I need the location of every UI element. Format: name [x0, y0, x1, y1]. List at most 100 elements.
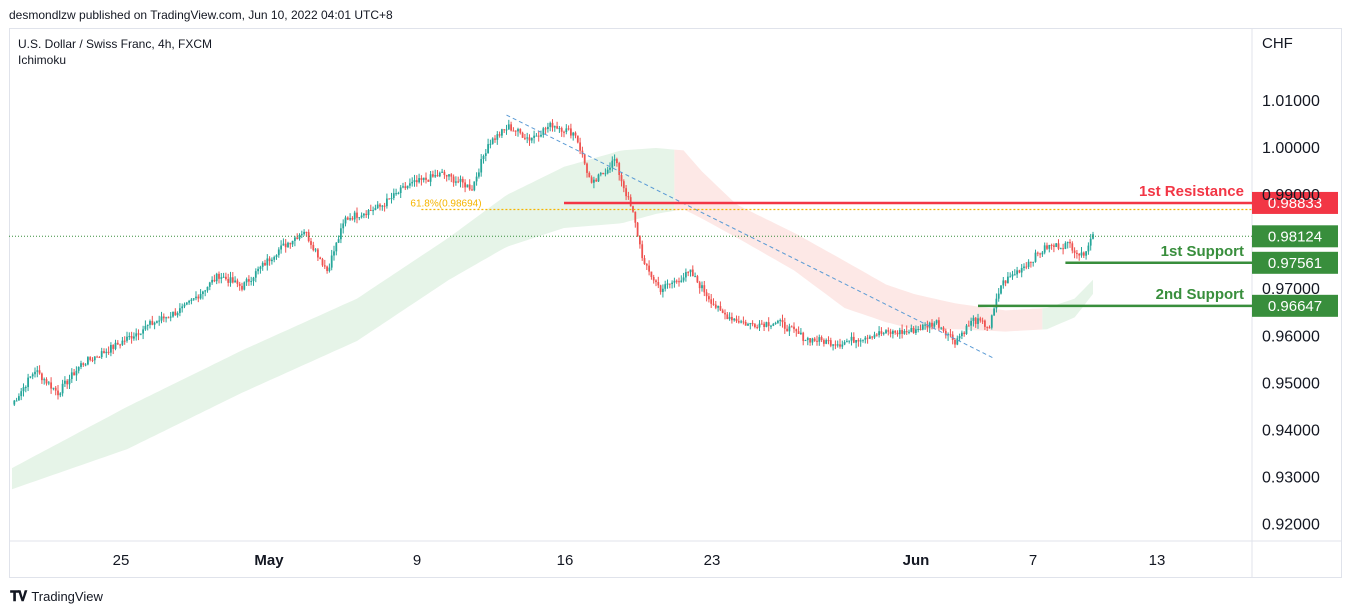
candle-body — [795, 329, 798, 332]
candle-body — [857, 340, 860, 342]
candle-body — [632, 206, 634, 212]
candle-body — [1073, 250, 1076, 253]
candle-body — [602, 173, 604, 175]
candle-body — [1020, 267, 1023, 273]
candle-body — [668, 283, 671, 285]
candle-body — [149, 321, 151, 325]
candle-body — [266, 258, 269, 266]
candle-body — [372, 210, 374, 212]
indicator-label[interactable]: Ichimoku — [18, 53, 67, 67]
candle-body — [517, 129, 519, 132]
candle-body — [165, 317, 167, 319]
candle-body — [652, 277, 655, 281]
candle-body — [701, 285, 703, 289]
candle-body — [880, 331, 883, 334]
candle-body — [544, 128, 547, 130]
chart-canvas[interactable]: 61.8%(0.98694) 1st Resistance 0.98833 1st S… — [9, 28, 1342, 578]
candle-body — [604, 173, 607, 175]
candle-body — [365, 213, 368, 216]
candle-body — [988, 327, 991, 329]
candle-body — [606, 169, 609, 174]
candle-body — [875, 334, 878, 336]
candle-body — [862, 339, 864, 341]
candle-body — [714, 304, 717, 308]
candle-body — [280, 245, 282, 250]
candle-body — [103, 351, 105, 354]
candle-body — [245, 279, 248, 283]
candle-body — [510, 124, 512, 131]
candle-body — [896, 332, 899, 335]
candle-body — [933, 323, 936, 327]
candle-body — [13, 400, 16, 405]
candle-body — [310, 241, 312, 245]
candle-body — [323, 265, 326, 267]
candle-body — [271, 259, 273, 262]
candle-body — [31, 374, 34, 377]
candle-body — [1046, 245, 1048, 249]
publisher-attribution: desmondlzw published on TradingView.com,… — [9, 8, 393, 22]
candle-body — [977, 318, 979, 324]
candle-body — [570, 128, 572, 136]
candle-body — [689, 269, 692, 273]
candle-body — [459, 178, 462, 182]
candle-body — [627, 196, 630, 198]
candle-body — [397, 193, 400, 195]
candle-body — [878, 331, 880, 336]
candle-body — [850, 336, 853, 341]
candle-body — [524, 137, 526, 139]
candle-body — [126, 336, 128, 341]
candle-body — [917, 329, 920, 331]
brand-name: TradingView — [31, 589, 103, 604]
x-tick-label: 25 — [113, 552, 130, 569]
candle-body — [96, 356, 98, 358]
x-tick-label: 13 — [1149, 552, 1166, 569]
candle-body — [721, 310, 724, 313]
candle-body — [802, 332, 805, 341]
candle-body — [234, 280, 236, 283]
candle-body — [698, 282, 701, 289]
candle-body — [597, 174, 600, 182]
candle-body — [542, 128, 545, 135]
candle-body — [390, 198, 393, 200]
candle-body — [450, 174, 453, 177]
price-tag-value: 0.96647 — [1268, 298, 1322, 315]
candle-body — [438, 172, 441, 177]
candle-body — [491, 138, 494, 144]
candle-body — [333, 251, 335, 256]
candle-body — [346, 217, 349, 220]
candle-body — [685, 272, 687, 278]
candle-body — [1027, 261, 1030, 267]
candle-body — [68, 379, 71, 385]
candle-body — [919, 329, 922, 331]
candle-body — [779, 320, 782, 322]
candle-body — [202, 291, 204, 294]
candle-body — [475, 176, 478, 182]
candle-body — [254, 271, 257, 278]
candle-body — [583, 154, 586, 164]
candle-body — [268, 258, 271, 262]
candle-body — [841, 344, 844, 347]
candle-body — [758, 323, 761, 328]
candle-body — [130, 336, 133, 339]
candle-body — [710, 299, 713, 304]
candle-body — [406, 185, 409, 189]
footer-brand[interactable]: 𝐓𝐕 TradingView — [10, 588, 103, 605]
candle-body — [448, 174, 450, 177]
candle-body — [990, 315, 993, 328]
y-tick-label: 0.97000 — [1262, 281, 1320, 298]
candle-body — [367, 210, 370, 216]
candle-body — [319, 257, 322, 260]
candle-body — [478, 172, 480, 177]
candle-body — [105, 351, 108, 354]
candle-body — [41, 373, 43, 381]
candle-body — [252, 277, 255, 282]
candle-body — [650, 271, 653, 278]
candle-body — [411, 181, 414, 184]
x-tick-label: May — [254, 552, 284, 569]
candle-body — [708, 296, 710, 300]
candle-body — [634, 211, 637, 223]
candle-body — [797, 331, 800, 334]
candle-body — [760, 323, 763, 325]
candle-body — [330, 255, 333, 268]
candle-body — [533, 135, 535, 138]
